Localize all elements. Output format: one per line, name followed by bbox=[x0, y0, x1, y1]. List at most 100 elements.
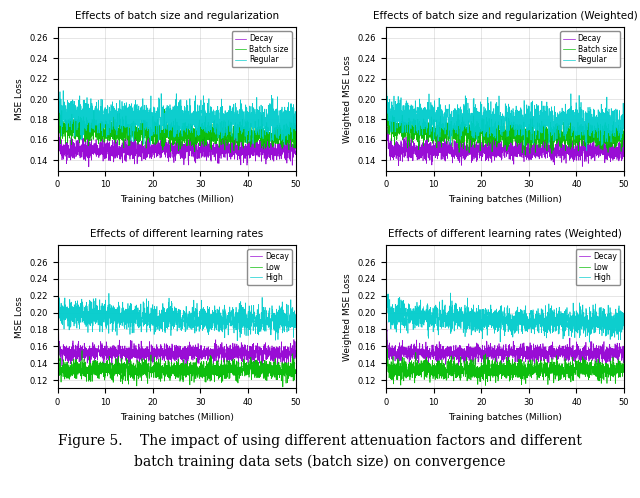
Decay bbox=[170, 352, 177, 358]
Title: Effects of batch size and regularization: Effects of batch size and regularization bbox=[74, 11, 278, 21]
Line: Batch size: Batch size bbox=[58, 64, 296, 152]
Low bbox=[285, 373, 292, 379]
Decay bbox=[382, 39, 390, 45]
Decay bbox=[492, 350, 499, 356]
High bbox=[382, 263, 390, 269]
Batch size bbox=[492, 131, 499, 137]
Decay bbox=[285, 149, 292, 155]
X-axis label: Training batches (Million): Training batches (Million) bbox=[120, 195, 234, 204]
High bbox=[498, 316, 506, 322]
Decay bbox=[66, 346, 74, 352]
Decay bbox=[292, 354, 300, 360]
Decay bbox=[613, 150, 621, 156]
Low bbox=[620, 358, 628, 364]
Decay bbox=[163, 346, 171, 352]
Legend: Decay, Batch size, Regular: Decay, Batch size, Regular bbox=[560, 31, 620, 67]
High bbox=[292, 320, 300, 326]
Low bbox=[382, 253, 390, 259]
Title: Effects of different learning rates (Weighted): Effects of different learning rates (Wei… bbox=[388, 229, 622, 239]
Low bbox=[613, 370, 621, 376]
Regular bbox=[292, 127, 300, 133]
Low bbox=[54, 253, 61, 259]
Decay bbox=[289, 365, 297, 371]
Line: Regular: Regular bbox=[58, 70, 296, 144]
Batch size bbox=[241, 130, 249, 136]
Regular bbox=[383, 64, 390, 70]
Regular bbox=[285, 130, 292, 136]
High bbox=[613, 310, 621, 316]
High bbox=[586, 339, 593, 345]
Batch size bbox=[292, 130, 300, 136]
Batch size bbox=[382, 61, 390, 67]
Low bbox=[481, 382, 489, 388]
Line: High: High bbox=[58, 267, 296, 341]
High bbox=[285, 322, 292, 328]
Batch size bbox=[620, 131, 628, 137]
Y-axis label: Weighted MSE Loss: Weighted MSE Loss bbox=[343, 55, 352, 143]
Decay bbox=[498, 141, 506, 147]
Batch size bbox=[522, 152, 529, 158]
Batch size bbox=[227, 149, 234, 155]
Decay bbox=[570, 358, 577, 364]
High bbox=[394, 295, 402, 301]
Decay bbox=[241, 351, 249, 357]
Batch size bbox=[613, 130, 621, 136]
Regular bbox=[170, 133, 177, 139]
Batch size bbox=[163, 123, 171, 128]
Decay bbox=[434, 363, 442, 369]
Line: Decay: Decay bbox=[386, 266, 624, 366]
Decay bbox=[285, 345, 292, 351]
Low bbox=[570, 376, 577, 382]
Low bbox=[241, 372, 249, 378]
Text: batch training data sets (batch size) on convergence: batch training data sets (batch size) on… bbox=[134, 455, 506, 469]
Decay bbox=[613, 145, 621, 151]
High bbox=[492, 318, 499, 324]
Decay bbox=[613, 340, 621, 346]
Line: Decay: Decay bbox=[386, 42, 624, 166]
Regular bbox=[394, 112, 402, 118]
Decay bbox=[85, 164, 93, 170]
Line: High: High bbox=[386, 266, 624, 342]
Decay bbox=[394, 348, 402, 354]
Regular bbox=[614, 107, 621, 113]
Title: Effects of different learning rates: Effects of different learning rates bbox=[90, 229, 263, 239]
Decay bbox=[66, 149, 74, 155]
Text: Figure 5.    The impact of using different attenuation factors and different: Figure 5. The impact of using different … bbox=[58, 434, 582, 448]
Decay bbox=[382, 263, 390, 269]
Decay bbox=[241, 147, 249, 153]
High bbox=[614, 315, 621, 321]
Regular bbox=[570, 118, 577, 124]
Line: Decay: Decay bbox=[58, 42, 296, 167]
Decay bbox=[498, 348, 506, 354]
Low bbox=[498, 360, 506, 366]
Regular bbox=[492, 117, 499, 123]
Low bbox=[394, 373, 402, 378]
Decay bbox=[285, 146, 292, 152]
Low bbox=[285, 366, 292, 372]
High bbox=[382, 272, 390, 278]
Decay bbox=[492, 143, 499, 149]
Regular bbox=[382, 69, 390, 75]
Decay bbox=[163, 142, 171, 148]
Regular bbox=[163, 103, 171, 109]
High bbox=[620, 322, 628, 328]
Low bbox=[613, 370, 621, 376]
X-axis label: Training batches (Million): Training batches (Million) bbox=[448, 195, 562, 204]
Decay bbox=[54, 263, 61, 269]
Regular bbox=[54, 69, 61, 75]
Legend: Decay, Low, High: Decay, Low, High bbox=[247, 249, 292, 285]
Decay bbox=[285, 360, 292, 366]
Decay bbox=[292, 151, 300, 157]
Decay bbox=[54, 39, 61, 45]
Batch size bbox=[170, 139, 177, 145]
Batch size bbox=[613, 127, 621, 133]
Y-axis label: MSE Loss: MSE Loss bbox=[15, 296, 24, 338]
Regular bbox=[285, 118, 292, 124]
Regular bbox=[583, 147, 591, 153]
Regular bbox=[54, 67, 61, 73]
High bbox=[234, 338, 241, 344]
High bbox=[570, 322, 577, 328]
Batch size bbox=[66, 131, 74, 137]
Y-axis label: MSE Loss: MSE Loss bbox=[15, 78, 24, 120]
Line: Batch size: Batch size bbox=[386, 64, 624, 155]
